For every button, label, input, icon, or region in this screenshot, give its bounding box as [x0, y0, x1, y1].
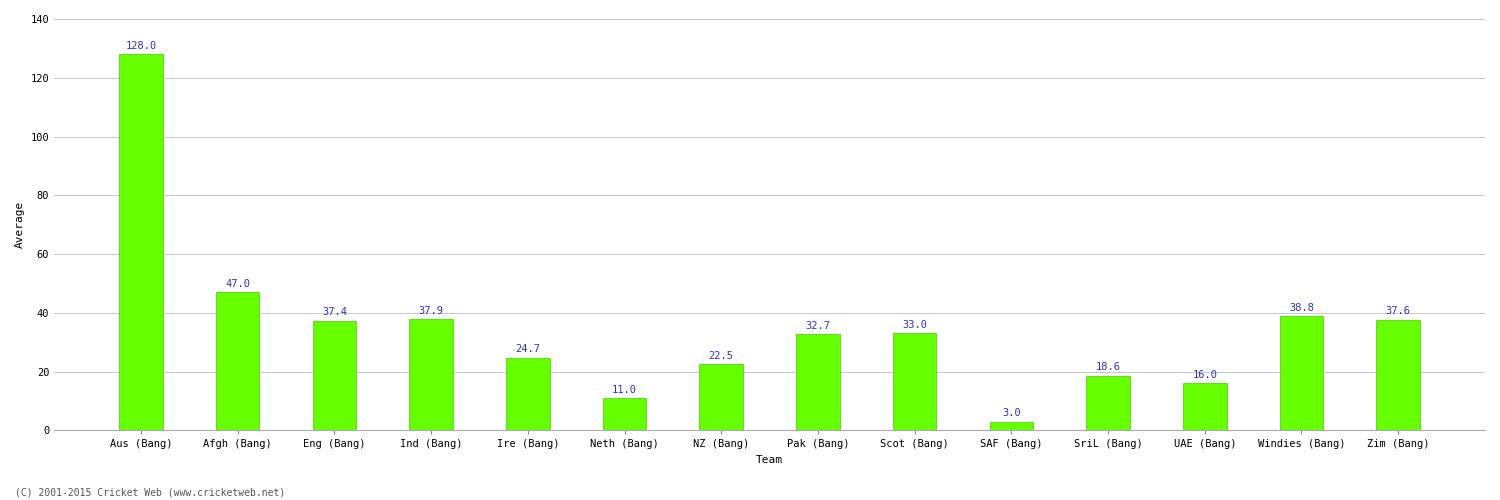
Bar — [1086, 376, 1130, 430]
Bar — [796, 334, 840, 430]
Text: 18.6: 18.6 — [1095, 362, 1120, 372]
Bar — [892, 334, 936, 430]
Text: 128.0: 128.0 — [126, 40, 156, 50]
Text: 32.7: 32.7 — [806, 321, 831, 331]
Bar — [1184, 384, 1227, 430]
X-axis label: Team: Team — [756, 455, 783, 465]
Bar — [118, 54, 162, 430]
Text: 3.0: 3.0 — [1002, 408, 1020, 418]
Text: 38.8: 38.8 — [1288, 303, 1314, 313]
Text: 16.0: 16.0 — [1192, 370, 1218, 380]
Text: 33.0: 33.0 — [902, 320, 927, 330]
Bar — [216, 292, 260, 430]
Bar — [312, 320, 356, 430]
Y-axis label: Average: Average — [15, 201, 26, 248]
Text: 37.4: 37.4 — [322, 307, 346, 317]
Bar — [699, 364, 742, 430]
Text: (C) 2001-2015 Cricket Web (www.cricketweb.net): (C) 2001-2015 Cricket Web (www.cricketwe… — [15, 488, 285, 498]
Bar — [990, 422, 1033, 430]
Text: 47.0: 47.0 — [225, 279, 251, 289]
Bar — [506, 358, 549, 430]
Bar — [410, 319, 453, 430]
Text: 37.6: 37.6 — [1386, 306, 1410, 316]
Text: 24.7: 24.7 — [516, 344, 540, 354]
Text: 22.5: 22.5 — [708, 351, 734, 361]
Text: 11.0: 11.0 — [612, 384, 638, 394]
Bar — [1280, 316, 1323, 430]
Bar — [603, 398, 646, 430]
Bar — [1377, 320, 1420, 430]
Text: 37.9: 37.9 — [419, 306, 444, 316]
